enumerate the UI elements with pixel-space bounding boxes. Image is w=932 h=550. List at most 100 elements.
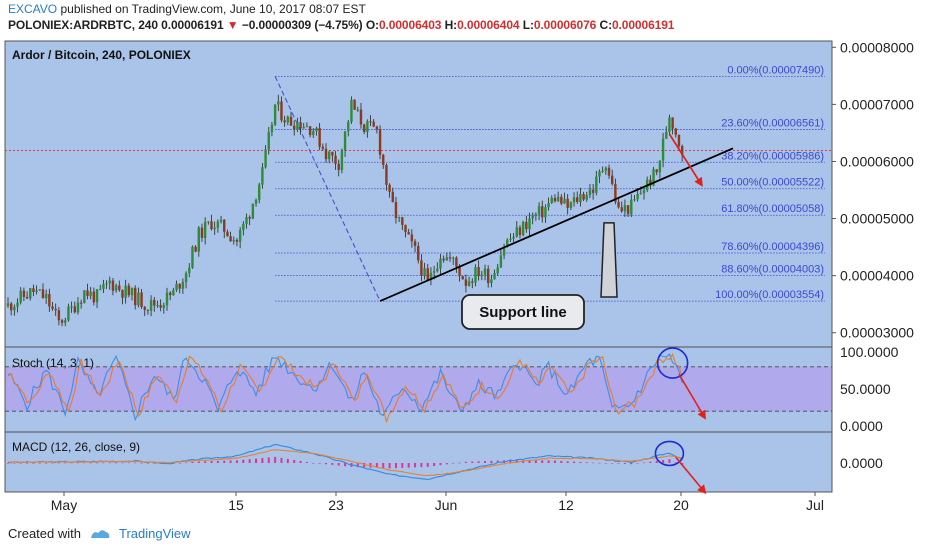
candle-body[interactable] <box>111 280 115 291</box>
candle-body[interactable] <box>124 285 127 298</box>
candle-body[interactable] <box>347 121 350 132</box>
candle-body[interactable] <box>315 128 318 132</box>
candle-body[interactable] <box>680 146 684 156</box>
candle-body[interactable] <box>197 227 200 252</box>
candle-body[interactable] <box>178 283 181 289</box>
candle-body[interactable] <box>633 199 636 201</box>
candle-body[interactable] <box>29 288 32 299</box>
candle-body[interactable] <box>661 138 665 161</box>
candle-body[interactable] <box>385 164 388 185</box>
candle-body[interactable] <box>655 169 658 173</box>
candle-body[interactable] <box>57 310 61 321</box>
candle-body[interactable] <box>200 227 204 238</box>
candle-body[interactable] <box>509 238 512 240</box>
candle-body[interactable] <box>417 245 420 261</box>
candle-body[interactable] <box>582 193 585 200</box>
candle-body[interactable] <box>308 126 312 136</box>
candle-body[interactable] <box>334 155 337 164</box>
candle-body[interactable] <box>321 146 325 149</box>
candle-body[interactable] <box>413 241 417 246</box>
candle-body[interactable] <box>486 268 490 284</box>
candle-body[interactable] <box>191 246 194 268</box>
candle-body[interactable] <box>658 160 662 173</box>
candle-body[interactable] <box>229 236 232 242</box>
candle-body[interactable] <box>477 267 480 277</box>
candle-body[interactable] <box>407 232 410 235</box>
candle-body[interactable] <box>378 129 382 155</box>
candle-body[interactable] <box>595 176 598 193</box>
candle-body[interactable] <box>452 257 455 259</box>
candle-body[interactable] <box>598 171 601 177</box>
candle-body[interactable] <box>146 309 150 311</box>
candle-body[interactable] <box>277 101 280 105</box>
candle-body[interactable] <box>273 104 277 125</box>
candle-body[interactable] <box>64 320 67 323</box>
candle-body[interactable] <box>448 257 452 259</box>
candle-body[interactable] <box>261 167 264 185</box>
candle-body[interactable] <box>89 291 92 297</box>
candle-body[interactable] <box>73 306 76 313</box>
candle-body[interactable] <box>483 268 487 275</box>
candle-body[interactable] <box>76 302 80 313</box>
candle-body[interactable] <box>518 227 522 236</box>
candle-body[interactable] <box>455 257 458 267</box>
candle-body[interactable] <box>490 279 493 284</box>
candle-body[interactable] <box>353 99 356 110</box>
candle-body[interactable] <box>105 283 108 285</box>
candle-body[interactable] <box>162 305 166 308</box>
candle-body[interactable] <box>397 217 401 219</box>
candle-body[interactable] <box>502 246 506 256</box>
candle-body[interactable] <box>79 302 83 304</box>
candle-body[interactable] <box>563 198 566 204</box>
candle-body[interactable] <box>556 196 560 202</box>
candle-body[interactable] <box>375 126 379 130</box>
candle-body[interactable] <box>41 289 45 299</box>
candle-body[interactable] <box>216 221 220 228</box>
candle-body[interactable] <box>537 206 541 215</box>
candle-body[interactable] <box>569 202 573 208</box>
candle-body[interactable] <box>521 221 525 236</box>
candle-body[interactable] <box>83 290 86 303</box>
candle-body[interactable] <box>19 290 22 303</box>
candle-body[interactable] <box>591 189 595 193</box>
candle-body[interactable] <box>168 292 172 296</box>
candle-body[interactable] <box>471 281 474 283</box>
candle-body[interactable] <box>525 221 528 230</box>
candle-body[interactable] <box>35 290 38 292</box>
candle-body[interactable] <box>159 305 162 308</box>
candle-body[interactable] <box>9 303 13 311</box>
candle-body[interactable] <box>324 148 328 160</box>
candle-body[interactable] <box>623 205 627 212</box>
candle-body[interactable] <box>432 271 436 273</box>
candle-body[interactable] <box>210 221 213 230</box>
candle-body[interactable] <box>572 197 576 203</box>
candle-body[interactable] <box>636 193 639 200</box>
candle-body[interactable] <box>528 218 531 230</box>
candle-body[interactable] <box>331 151 334 156</box>
candle-body[interactable] <box>203 222 207 238</box>
candle-body[interactable] <box>16 302 19 307</box>
candle-body[interactable] <box>642 190 646 194</box>
candle-body[interactable] <box>318 128 321 147</box>
candle-body[interactable] <box>550 197 553 203</box>
price-pane[interactable]: Ardor / Bitcoin, 240, POLONIEX 0.00%(0.00… <box>5 48 832 330</box>
candle-body[interactable] <box>207 221 210 223</box>
candle-body[interactable] <box>54 308 57 311</box>
candle-body[interactable] <box>299 122 302 129</box>
candle-body[interactable] <box>665 131 668 139</box>
candle-body[interactable] <box>213 227 216 230</box>
candle-body[interactable] <box>506 239 509 247</box>
candle-body[interactable] <box>620 207 623 212</box>
candle-body[interactable] <box>283 120 286 123</box>
candle-body[interactable] <box>44 293 48 299</box>
candle-body[interactable] <box>515 227 518 237</box>
candle-body[interactable] <box>585 195 588 200</box>
candle-body[interactable] <box>165 292 169 306</box>
candle-body[interactable] <box>512 236 515 239</box>
candle-body[interactable] <box>388 184 391 192</box>
candle-body[interactable] <box>137 292 140 306</box>
candle-body[interactable] <box>439 258 442 269</box>
candle-body[interactable] <box>60 320 64 323</box>
candle-body[interactable] <box>553 197 557 202</box>
candle-body[interactable] <box>420 260 423 276</box>
